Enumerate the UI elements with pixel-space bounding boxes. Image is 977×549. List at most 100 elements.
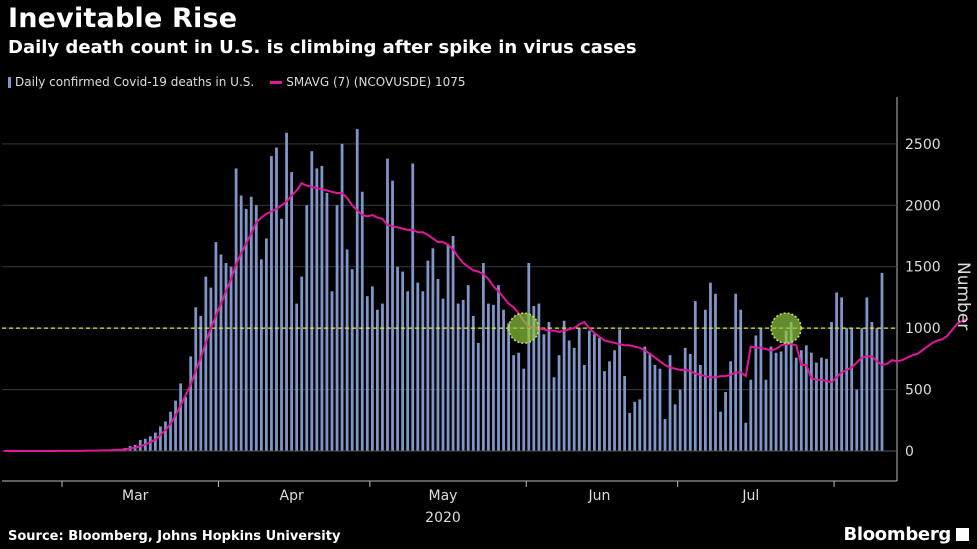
bar bbox=[870, 322, 874, 451]
bar bbox=[789, 322, 793, 451]
bar bbox=[815, 362, 818, 451]
bar bbox=[270, 156, 273, 451]
bar bbox=[451, 236, 455, 451]
bar bbox=[214, 242, 218, 451]
bar bbox=[739, 309, 743, 451]
bar bbox=[446, 244, 450, 451]
bar bbox=[502, 309, 505, 451]
bar bbox=[239, 195, 243, 451]
bar bbox=[769, 346, 773, 451]
bar bbox=[633, 401, 637, 451]
bar bbox=[512, 355, 516, 451]
bar bbox=[360, 191, 364, 451]
bar bbox=[673, 404, 677, 451]
bar bbox=[386, 158, 389, 451]
bar bbox=[613, 350, 616, 451]
bar bbox=[229, 266, 233, 451]
bar bbox=[411, 163, 415, 451]
source-note: Source: Bloomberg, Johns Hopkins Univers… bbox=[8, 529, 341, 544]
bar bbox=[330, 291, 334, 451]
bar bbox=[562, 320, 566, 451]
bar bbox=[875, 328, 879, 451]
bar bbox=[653, 365, 657, 451]
bar bbox=[431, 248, 435, 451]
bar bbox=[285, 132, 288, 452]
bar bbox=[698, 365, 702, 451]
bar bbox=[487, 303, 490, 451]
bar bbox=[365, 296, 369, 451]
x-tick-label: May bbox=[429, 488, 458, 504]
y-tick-label: 500 bbox=[905, 383, 932, 399]
bar bbox=[189, 356, 193, 451]
bar bbox=[249, 196, 253, 451]
bar bbox=[396, 266, 399, 451]
bar bbox=[456, 303, 460, 451]
x-tick-label: Jul bbox=[741, 488, 759, 504]
bar bbox=[850, 328, 854, 451]
bar bbox=[729, 361, 733, 451]
bar bbox=[567, 340, 571, 451]
chart-subtitle: Daily death count in U.S. is climbing af… bbox=[8, 37, 637, 58]
bar bbox=[391, 180, 394, 451]
bar bbox=[820, 357, 823, 451]
bar bbox=[300, 276, 304, 451]
bar bbox=[153, 432, 157, 451]
bar bbox=[259, 259, 263, 451]
bar bbox=[865, 297, 869, 451]
bar bbox=[709, 282, 712, 451]
bar bbox=[880, 272, 884, 451]
y-tick-label: 2500 bbox=[905, 137, 941, 153]
bar bbox=[471, 315, 475, 451]
bar bbox=[325, 193, 329, 451]
bar bbox=[340, 143, 344, 451]
bar bbox=[835, 292, 838, 451]
bar bbox=[658, 368, 662, 451]
bar bbox=[582, 365, 586, 451]
bar bbox=[376, 309, 379, 451]
bar bbox=[219, 254, 223, 451]
bar bbox=[209, 287, 213, 451]
bar bbox=[224, 263, 228, 451]
bar bbox=[547, 322, 551, 451]
bar bbox=[759, 328, 763, 451]
x-axis-year-label: 2020 bbox=[425, 510, 461, 526]
bar bbox=[461, 299, 465, 451]
bar bbox=[623, 376, 627, 451]
bar bbox=[804, 345, 808, 451]
bar bbox=[719, 411, 722, 451]
bar bbox=[315, 168, 319, 451]
highlight-marker bbox=[507, 312, 540, 344]
bar bbox=[749, 379, 753, 451]
bar bbox=[552, 377, 556, 451]
bar bbox=[683, 347, 687, 451]
bar bbox=[497, 285, 500, 451]
bar bbox=[577, 328, 581, 451]
bar bbox=[794, 357, 798, 451]
bar bbox=[350, 269, 354, 451]
bar bbox=[587, 330, 591, 451]
bar bbox=[855, 389, 859, 451]
bar bbox=[355, 129, 359, 451]
bar bbox=[381, 303, 384, 451]
bar bbox=[234, 168, 238, 451]
bar bbox=[466, 285, 470, 451]
bar bbox=[704, 309, 707, 451]
bar bbox=[663, 419, 667, 451]
bar bbox=[688, 353, 692, 451]
bar bbox=[643, 346, 647, 451]
bar bbox=[507, 323, 510, 451]
y-axis-label: Number bbox=[953, 262, 973, 330]
bar bbox=[416, 282, 420, 451]
bar bbox=[542, 334, 546, 451]
bar bbox=[265, 238, 268, 451]
bar bbox=[774, 352, 778, 451]
x-tick-label: Apr bbox=[280, 488, 304, 504]
bar bbox=[194, 307, 198, 451]
bar bbox=[693, 301, 697, 451]
chart-title: Inevitable Rise bbox=[8, 3, 238, 34]
highlight-marker bbox=[770, 312, 802, 344]
legend-bars-label: Daily confirmed Covid-19 deaths in U.S. bbox=[15, 75, 255, 89]
bar bbox=[840, 297, 844, 451]
bar bbox=[603, 371, 606, 451]
bar bbox=[426, 260, 430, 451]
